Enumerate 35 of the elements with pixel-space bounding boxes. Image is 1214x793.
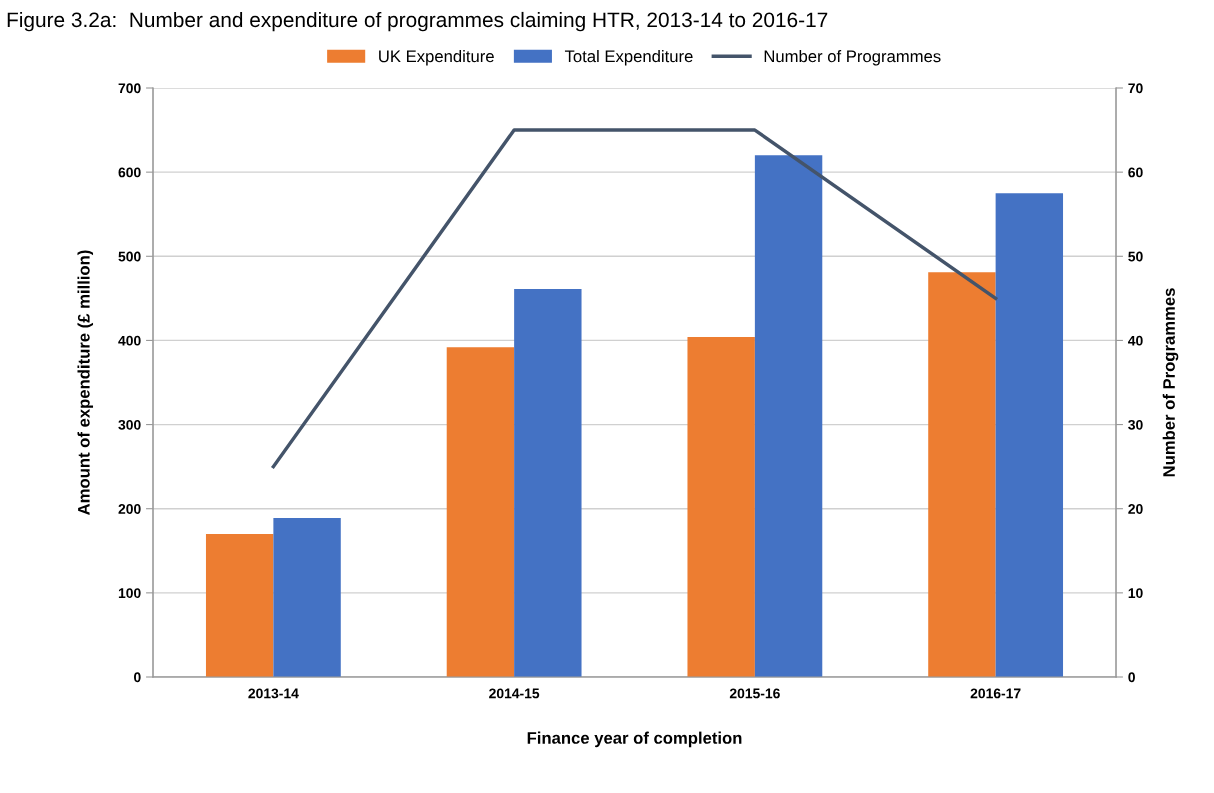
x-tick-label: 2015-16 <box>729 688 780 699</box>
bar <box>205 533 274 677</box>
y-tick-label: 100 <box>118 588 141 599</box>
x-axis-title: Finance year of completion <box>527 731 742 748</box>
y2-axis-title: Number of Programmes <box>1162 288 1179 477</box>
bar <box>928 272 996 677</box>
y-tick-label: 400 <box>118 335 141 346</box>
y-tick-label: 300 <box>118 419 141 430</box>
y2-tick-label: 70 <box>1128 83 1143 94</box>
y-axis-title: Amount of expenditure (£ million) <box>77 250 94 515</box>
y2-tick-label: 60 <box>1128 167 1143 178</box>
y-tick-label: 500 <box>118 251 141 262</box>
y2-tick-label: 20 <box>1128 504 1143 514</box>
chart-title: Figure 3.2a: Number and expenditure of programmes claiming HTR, 2013-14 to 2016-17 <box>7 11 828 32</box>
y2-tick-label: 30 <box>1128 419 1143 430</box>
bar <box>514 289 582 677</box>
bar <box>687 337 755 677</box>
x-tick-label: 2016-17 <box>970 688 1021 699</box>
y-tick-label: 0 <box>134 672 141 683</box>
y-tick-label: 600 <box>118 167 141 178</box>
y2-tick-label: 0 <box>1128 672 1135 683</box>
y2-tick-label: 10 <box>1128 588 1143 599</box>
legend-label: Number of Programmes <box>764 49 941 66</box>
bar <box>446 347 515 677</box>
y2-tick-label: 40 <box>1128 335 1143 346</box>
y-tick-label: 200 <box>118 504 141 514</box>
legend-label: Total Expenditure <box>564 49 693 66</box>
bar <box>273 517 341 677</box>
x-tick-label: 2013-14 <box>248 688 299 699</box>
y-tick-label: 700 <box>118 83 141 94</box>
x-tick-label: 2014-15 <box>489 688 540 699</box>
bar <box>754 155 823 677</box>
bar <box>995 193 1064 677</box>
legend-label: UK Expenditure <box>379 49 494 66</box>
y2-tick-label: 50 <box>1128 251 1143 262</box>
